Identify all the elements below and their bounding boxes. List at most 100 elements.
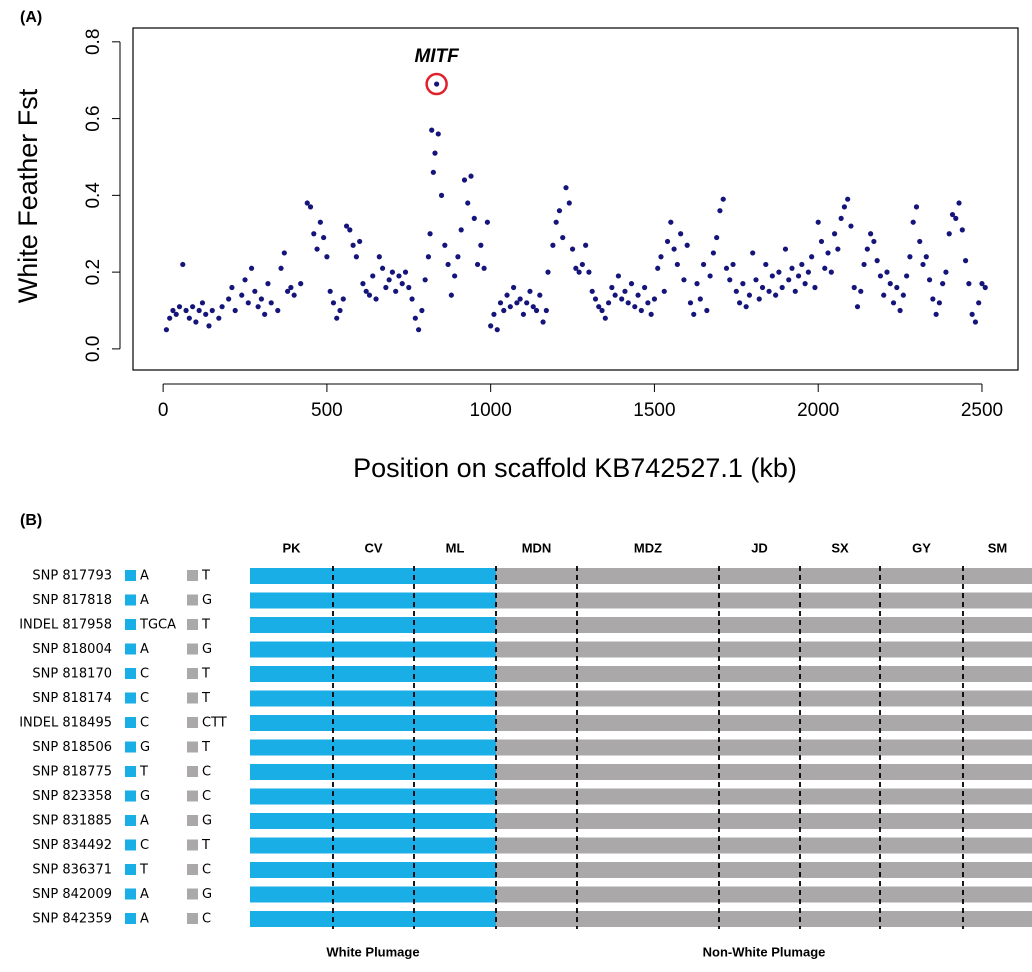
column-header: MDZ — [634, 540, 662, 555]
point — [612, 292, 618, 298]
point — [668, 219, 674, 225]
y-tick-label: 0.4 — [83, 182, 104, 209]
y-tick-label: 0.6 — [83, 105, 104, 131]
allele-a: T — [139, 765, 148, 780]
row-label: SNP 836371 — [32, 863, 112, 878]
point — [347, 227, 353, 233]
allele-swatch — [187, 668, 198, 679]
point — [868, 231, 874, 237]
point — [517, 296, 523, 302]
point — [458, 227, 464, 233]
point — [851, 284, 857, 291]
point — [720, 196, 726, 202]
allele-swatch — [187, 839, 198, 851]
point — [203, 311, 209, 317]
allele-a: A — [140, 593, 149, 608]
allele-a: A — [140, 814, 149, 829]
allele-swatch — [125, 668, 136, 679]
point — [504, 292, 510, 298]
point — [625, 300, 631, 306]
point — [363, 288, 369, 294]
point — [366, 292, 373, 298]
point — [427, 231, 433, 237]
group-label: White Plumage — [326, 944, 419, 959]
row-label: INDEL 818495 — [19, 716, 112, 731]
genotype-bar — [496, 568, 1032, 584]
point — [982, 284, 988, 291]
point — [661, 288, 667, 294]
point — [697, 296, 703, 302]
point — [913, 204, 920, 210]
point — [648, 311, 654, 317]
row-label: SNP 818170 — [32, 667, 112, 682]
point — [370, 273, 376, 279]
point — [343, 223, 350, 229]
point — [170, 307, 176, 314]
point — [822, 265, 828, 271]
point — [694, 281, 700, 287]
point — [226, 296, 232, 302]
point — [658, 254, 664, 260]
point — [438, 192, 445, 198]
point — [422, 277, 428, 283]
point — [815, 219, 821, 225]
point — [465, 200, 471, 206]
allele-a: C — [140, 667, 149, 682]
y-tick-label: 0.8 — [83, 29, 104, 55]
genotype-bar — [496, 862, 1032, 878]
point — [402, 269, 409, 275]
row-label: INDEL 817958 — [19, 618, 112, 633]
point — [412, 315, 418, 321]
point — [979, 281, 985, 287]
point — [360, 281, 366, 287]
point — [206, 323, 212, 329]
genotype-bar — [496, 690, 1032, 707]
point — [841, 204, 848, 210]
point — [281, 250, 287, 256]
point — [736, 300, 743, 306]
point — [812, 284, 818, 291]
point — [700, 261, 707, 268]
point — [966, 281, 972, 287]
point — [861, 261, 867, 268]
y-tick-label: 0.0 — [83, 336, 104, 362]
allele-swatch — [125, 643, 136, 655]
point — [406, 284, 412, 291]
allele-swatch — [125, 619, 136, 630]
allele-swatch — [187, 570, 198, 581]
y-tick-label: 0.2 — [83, 259, 104, 285]
point — [304, 200, 310, 206]
point — [589, 288, 595, 294]
point — [393, 288, 399, 294]
point — [255, 304, 261, 310]
genotype-bar — [496, 739, 1032, 756]
point — [432, 150, 438, 156]
row-label: SNP 818004 — [32, 642, 112, 657]
point — [183, 307, 189, 314]
allele-swatch — [125, 888, 136, 900]
point — [474, 261, 481, 268]
point — [314, 246, 320, 252]
point — [730, 261, 736, 268]
point — [776, 269, 782, 275]
genotype-bar — [496, 837, 1032, 854]
row-label: SNP 817818 — [32, 593, 112, 608]
point — [514, 300, 520, 306]
point — [642, 284, 648, 291]
point — [216, 315, 222, 321]
genotype-bar — [250, 690, 496, 707]
genotype-bar — [496, 641, 1032, 658]
point — [684, 242, 690, 248]
genotype-bar — [496, 715, 1032, 731]
point — [687, 300, 694, 306]
point — [533, 307, 540, 314]
genotype-bar — [250, 788, 496, 805]
point — [874, 258, 880, 264]
point — [746, 292, 753, 298]
point — [196, 307, 202, 314]
point — [740, 281, 746, 287]
point — [481, 265, 487, 271]
point — [936, 300, 942, 306]
point — [553, 219, 559, 225]
allele-swatch — [187, 692, 198, 704]
